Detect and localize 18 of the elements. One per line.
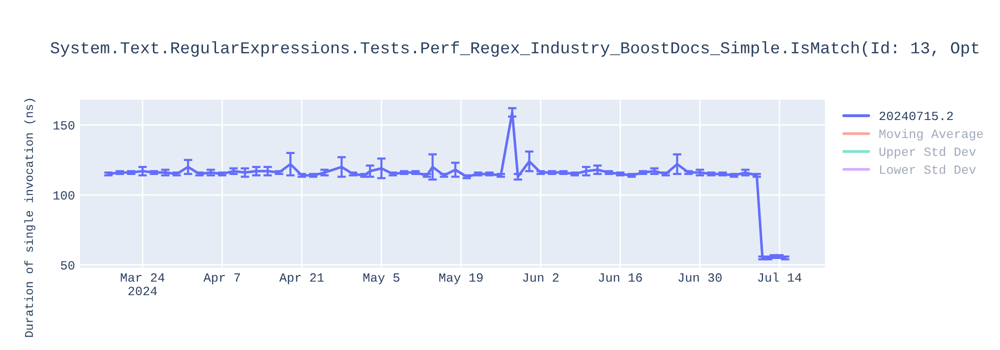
legend-label: Lower Std Dev: [880, 164, 976, 174]
x-tick-label: Jul 14: [758, 272, 802, 282]
x-tick-label: Apr 21: [279, 273, 324, 284]
y-tick-label: 150: [54, 121, 74, 130]
y-tick-label: 50: [60, 261, 74, 270]
legend-label: Upper Std Dev: [880, 146, 976, 158]
chart-title: System.Text.RegularExpressions.Tests.Perf_Regex_Industry_BoostDocs_Simple.IsMatch(Id: 13, Opt: [50, 41, 978, 57]
x-tick-label: Mar 24 2024: [120, 273, 164, 296]
y-tick-label: 100: [54, 191, 74, 200]
legend-label: Moving Average: [879, 128, 983, 141]
x-tick-label: Apr 7: [203, 273, 240, 284]
y-axis-title: Duration of single invocation (ns): [24, 98, 36, 337]
x-tick-label: Jun 2: [522, 273, 559, 282]
x-tick-label: May 5: [363, 273, 400, 284]
x-tick-label: Jun 16: [598, 273, 642, 282]
x-tick-label: Jun 30: [678, 273, 722, 282]
x-tick-label: May 19: [439, 273, 483, 284]
legend-label: 20240715.2: [880, 112, 953, 120]
